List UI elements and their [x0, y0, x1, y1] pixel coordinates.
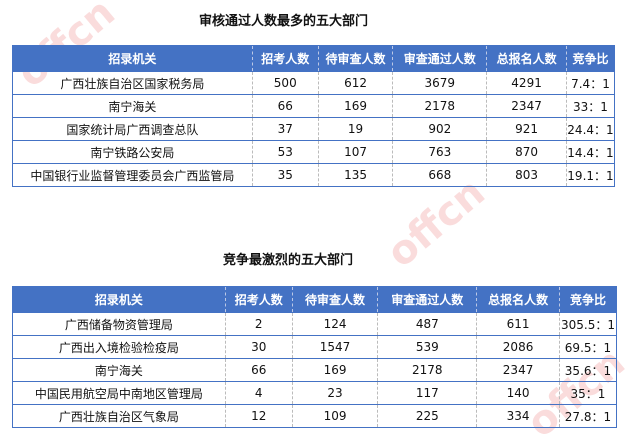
- table-cell: 169: [291, 358, 378, 382]
- table-cell: 27.8：1: [558, 404, 617, 428]
- column-header: 待审查人数: [317, 45, 393, 72]
- table-cell: 611: [476, 312, 560, 336]
- header-row: 招录机关 招考人数 待审查人数 审查通过人数 总报名人数 竞争比: [12, 286, 617, 313]
- table-cell: 66: [224, 358, 293, 382]
- table-cell: 921: [486, 117, 567, 141]
- table-cell: 107: [317, 140, 393, 164]
- table-cell: 66: [251, 94, 319, 118]
- column-header: 总报名人数: [476, 286, 560, 313]
- table1: 招录机关 招考人数 待审查人数 审查通过人数 总报名人数 竞争比 广西壮族自治区国家税务局 5…: [12, 45, 615, 187]
- table-cell: 4: [224, 381, 293, 405]
- table-cell: 30: [224, 335, 293, 359]
- table-cell: 1547: [291, 335, 378, 359]
- table-cell: 487: [377, 312, 477, 336]
- table-cell: 124: [291, 312, 378, 336]
- table-cell: 中国民用航空局中南地区管理局: [12, 381, 226, 405]
- table-cell: 2178: [377, 358, 477, 382]
- column-header: 审查通过人数: [377, 286, 477, 313]
- table-cell: 24.4：1: [565, 117, 615, 141]
- table-cell: 870: [486, 140, 567, 164]
- table-cell: 500: [251, 71, 319, 95]
- table-cell: 135: [317, 163, 393, 187]
- table-cell: 3679: [392, 71, 487, 95]
- table-cell: 169: [317, 94, 393, 118]
- table-row: 南宁海关 66 169 2178 2347 33：1: [12, 94, 615, 118]
- table-cell: 35：1: [558, 381, 617, 405]
- table-row: 南宁铁路公安局 53 107 763 870 14.4：1: [12, 140, 615, 164]
- table-row: 广西壮族自治区国家税务局 500 612 3679 4291 7.4：1: [12, 71, 615, 95]
- table-cell: 广西壮族自治区国家税务局: [12, 71, 253, 95]
- table-cell: 53: [251, 140, 319, 164]
- table-cell: 225: [377, 404, 477, 428]
- table-row: 中国民用航空局中南地区管理局 4 23 117 140 35：1: [12, 381, 617, 405]
- table-cell: 19.1：1: [565, 163, 615, 187]
- table-cell: 334: [476, 404, 560, 428]
- table-row: 广西壮族自治区气象局 12 109 225 334 27.8：1: [12, 404, 617, 428]
- table-cell: 902: [392, 117, 487, 141]
- table-cell: 117: [377, 381, 477, 405]
- table-cell: 南宁铁路公安局: [12, 140, 253, 164]
- table-cell: 539: [377, 335, 477, 359]
- table-cell: 35.6：1: [558, 358, 617, 382]
- table-cell: 69.5：1: [558, 335, 617, 359]
- table-cell: 国家统计局广西调查总队: [12, 117, 253, 141]
- table-cell: 109: [291, 404, 378, 428]
- table-cell: 广西储备物资管理局: [12, 312, 226, 336]
- table-cell: 803: [486, 163, 567, 187]
- table-cell: 14.4：1: [565, 140, 615, 164]
- table-row: 南宁海关 66 169 2178 2347 35.6：1: [12, 358, 617, 382]
- table-cell: 2: [224, 312, 293, 336]
- table-cell: 4291: [486, 71, 567, 95]
- table-cell: 广西出入境检验检疫局: [12, 335, 226, 359]
- column-header: 竞争比: [565, 45, 615, 72]
- column-header: 招考人数: [251, 45, 319, 72]
- column-header: 待审查人数: [291, 286, 378, 313]
- table-cell: 2347: [476, 358, 560, 382]
- table-cell: 35: [251, 163, 319, 187]
- table-cell: 南宁海关: [12, 94, 253, 118]
- column-header: 招录机关: [12, 286, 226, 313]
- table1-title: 审核通过人数最多的五大部门: [199, 14, 369, 29]
- table-row: 国家统计局广西调查总队 37 19 902 921 24.4：1: [12, 117, 615, 141]
- table-cell: 37: [251, 117, 319, 141]
- table-cell: 12: [224, 404, 293, 428]
- table-cell: 2178: [392, 94, 487, 118]
- column-header: 竞争比: [558, 286, 617, 313]
- table-cell: 23: [291, 381, 378, 405]
- table-cell: 2347: [486, 94, 567, 118]
- table-cell: 中国银行业监督管理委员会广西监管局: [12, 163, 253, 187]
- table-cell: 763: [392, 140, 487, 164]
- table-cell: 2086: [476, 335, 560, 359]
- table-cell: 668: [392, 163, 487, 187]
- table2-title: 竞争最激烈的五大部门: [223, 253, 354, 268]
- header-row: 招录机关 招考人数 待审查人数 审查通过人数 总报名人数 竞争比: [12, 45, 615, 72]
- table-cell: 612: [317, 71, 393, 95]
- table-cell: 140: [476, 381, 560, 405]
- column-header: 总报名人数: [486, 45, 567, 72]
- table-row: 广西储备物资管理局 2 124 487 611 305.5：1: [12, 312, 617, 336]
- table-cell: 33：1: [565, 94, 615, 118]
- table-cell: 305.5：1: [558, 312, 617, 336]
- column-header: 招考人数: [224, 286, 293, 313]
- column-header: 招录机关: [12, 45, 253, 72]
- table-cell: 南宁海关: [12, 358, 226, 382]
- table-row: 中国银行业监督管理委员会广西监管局 35 135 668 803 19.1：1: [12, 163, 615, 187]
- table-cell: 广西壮族自治区气象局: [12, 404, 226, 428]
- column-header: 审查通过人数: [392, 45, 487, 72]
- table-row: 广西出入境检验检疫局 30 1547 539 2086 69.5：1: [12, 335, 617, 359]
- table2: 招录机关 招考人数 待审查人数 审查通过人数 总报名人数 竞争比 广西储备物资管理局 2 124…: [12, 286, 617, 428]
- table-cell: 19: [317, 117, 393, 141]
- table-cell: 7.4：1: [565, 71, 615, 95]
